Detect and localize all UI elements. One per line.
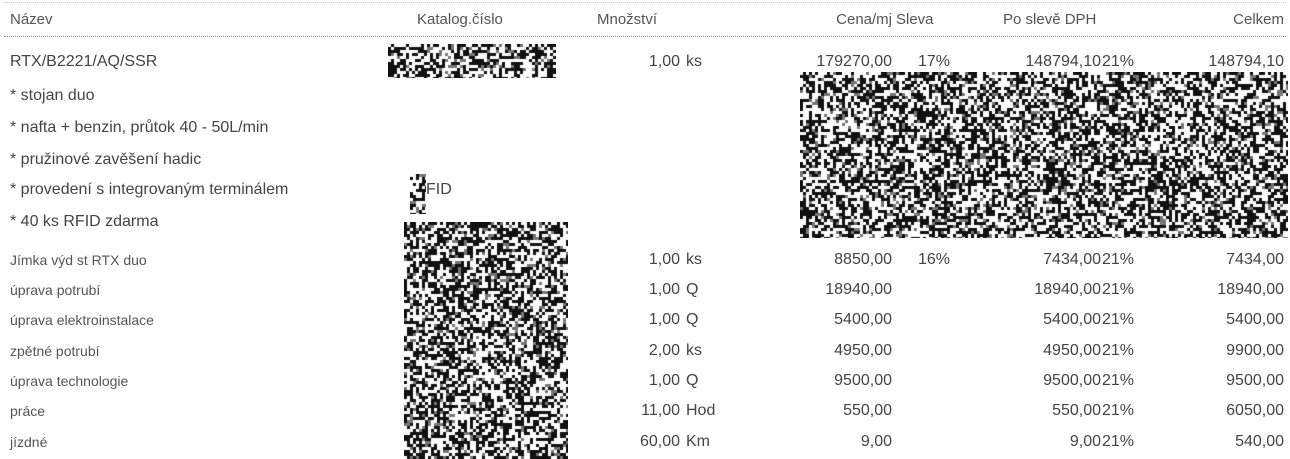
redacted-block	[800, 72, 1288, 238]
row-vat: 21%	[1102, 311, 1135, 328]
feature-line: * provedení s integrovaným terminálem	[10, 181, 289, 198]
row-vat: 21%	[1102, 402, 1135, 419]
row-after-discount: 4950,00	[1043, 342, 1101, 359]
header-after-discount-vat: Po slevě DPH	[1003, 11, 1097, 28]
row-name: práce	[10, 403, 46, 419]
row-unit-price: 18940,00	[825, 281, 892, 298]
row-vat: 21%	[1102, 281, 1135, 298]
row-total: 540,00	[1235, 433, 1284, 450]
row-after-discount: 9,00	[1069, 433, 1101, 450]
header-divider	[4, 36, 1286, 38]
row-unit-price: 550,00	[843, 402, 892, 419]
row-discount: 16%	[917, 251, 950, 268]
feature-suffix: FID	[426, 181, 452, 198]
row-total: 9900,00	[1226, 342, 1284, 359]
row-after-discount: 9500,00	[1043, 372, 1101, 389]
row-qty: 11,00	[641, 402, 680, 419]
row-vat: 21%	[1102, 251, 1135, 268]
row-after-discount: 7434,00	[1043, 251, 1101, 268]
row-unit: ks	[686, 53, 702, 70]
row-total: 18940,00	[1217, 281, 1284, 298]
row-unit-price: 5400,00	[834, 311, 892, 328]
row-unit: ks	[686, 251, 702, 268]
row-total: 7434,00	[1226, 251, 1284, 268]
row-unit-price: 179270,00	[816, 53, 892, 70]
redacted-catalog-column	[404, 222, 568, 459]
row-unit: ks	[686, 342, 702, 359]
row-total: 5400,00	[1226, 311, 1284, 328]
row-discount: 17%	[917, 53, 950, 70]
row-after-discount: 5400,00	[1043, 311, 1101, 328]
row-total: 6050,00	[1226, 402, 1284, 419]
row-unit: Q	[686, 311, 699, 328]
row-after-discount: 18940,00	[1034, 281, 1101, 298]
row-name: Jímka výd st RTX duo	[10, 252, 147, 268]
row-vat: 21%	[1102, 53, 1135, 70]
feature-line: * 40 ks RFID zdarma	[10, 213, 159, 230]
row-qty: 1,00	[648, 311, 680, 328]
row-qty: 1,00	[648, 53, 680, 70]
row-after-discount: 148794,10	[1025, 53, 1101, 70]
top-divider	[4, 2, 1286, 4]
row-qty: 1,00	[648, 281, 680, 298]
row-vat: 21%	[1102, 342, 1135, 359]
header-total: Celkem	[1233, 11, 1284, 28]
row-unit-price: 8850,00	[834, 251, 892, 268]
header-unit-price: Cena/mj	[836, 11, 892, 28]
header-qty: Množství	[597, 11, 658, 28]
row-unit-price: 4950,00	[834, 342, 892, 359]
header-discount: Sleva	[896, 11, 934, 28]
row-name: úprava technologie	[10, 373, 129, 389]
header-catalog: Katalog.číslo	[417, 11, 503, 28]
row-after-discount: 550,00	[1052, 402, 1101, 419]
row-unit: Q	[686, 372, 699, 389]
row-total: 148794,10	[1208, 53, 1284, 70]
row-name: RTX/B2221/AQ/SSR	[10, 53, 158, 70]
row-qty: 1,00	[648, 372, 680, 389]
row-name: úprava elektroinstalace	[10, 312, 154, 328]
row-name: zpětné potrubí	[10, 343, 100, 359]
row-unit: Km	[686, 433, 710, 450]
row-qty: 60,00	[639, 433, 680, 450]
feature-line: * nafta + benzin, průtok 40 - 50L/min	[10, 119, 269, 136]
row-vat: 21%	[1102, 372, 1135, 389]
row-unit: Hod	[686, 402, 716, 419]
row-name: úprava potrubí	[10, 282, 101, 298]
row-vat: 21%	[1102, 433, 1135, 450]
feature-line: * pružinové zavěšení hadic	[10, 151, 202, 168]
row-total: 9500,00	[1226, 372, 1284, 389]
row-qty: 1,00	[648, 251, 680, 268]
row-unit-price: 9500,00	[834, 372, 892, 389]
row-unit: Q	[686, 281, 699, 298]
row-name: jízdné	[10, 434, 48, 450]
header-name: Název	[10, 11, 53, 28]
row-unit-price: 9,00	[860, 433, 892, 450]
feature-line: * stojan duo	[10, 87, 95, 104]
redacted-catalog-number	[388, 44, 556, 78]
redacted-mark	[410, 174, 426, 214]
row-qty: 2,00	[648, 342, 680, 359]
